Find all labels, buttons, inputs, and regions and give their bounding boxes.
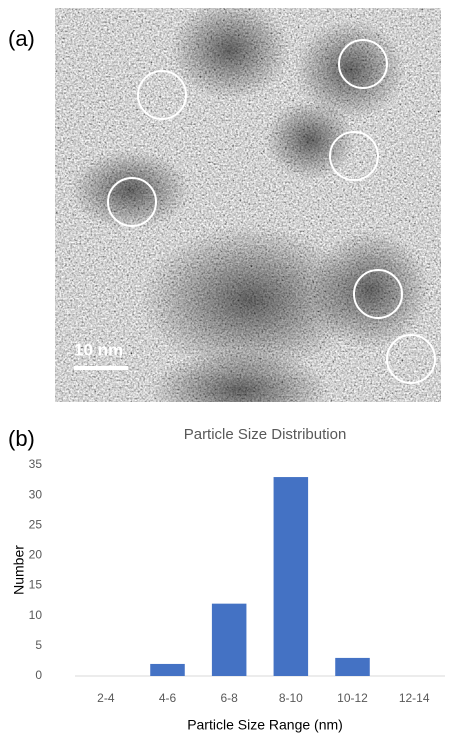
scale-bar-label: 10 nm: [74, 340, 123, 359]
x-tick-label: 8-10: [279, 691, 303, 705]
bar: [274, 477, 309, 676]
panel-label: (b): [8, 426, 35, 451]
y-tick-label: 5: [35, 638, 42, 652]
chart-title: Particle Size Distribution: [184, 426, 347, 443]
x-tick-label: 6-8: [220, 691, 238, 705]
x-axis-label: Particle Size Range (nm): [187, 717, 343, 733]
bar: [335, 658, 370, 676]
y-tick-label: 10: [29, 608, 43, 622]
x-tick-label: 4-6: [159, 691, 177, 705]
y-axis-label: Number: [11, 545, 27, 595]
y-tick-label: 20: [29, 548, 43, 562]
y-tick-label: 30: [29, 487, 43, 501]
x-tick-label: 2-4: [97, 691, 115, 705]
bar: [150, 664, 185, 676]
bar: [212, 604, 247, 676]
y-tick-label: 25: [29, 517, 43, 531]
panel-label: (a): [8, 26, 35, 51]
y-tick-label: 15: [29, 578, 43, 592]
figure: 10 nm (a) (b) Particle Size Distribution…: [0, 0, 453, 738]
x-tick-label: 12-14: [399, 691, 430, 705]
y-tick-label: 0: [35, 668, 42, 682]
x-tick-label: 10-12: [337, 691, 368, 705]
y-tick-label: 35: [29, 457, 43, 471]
